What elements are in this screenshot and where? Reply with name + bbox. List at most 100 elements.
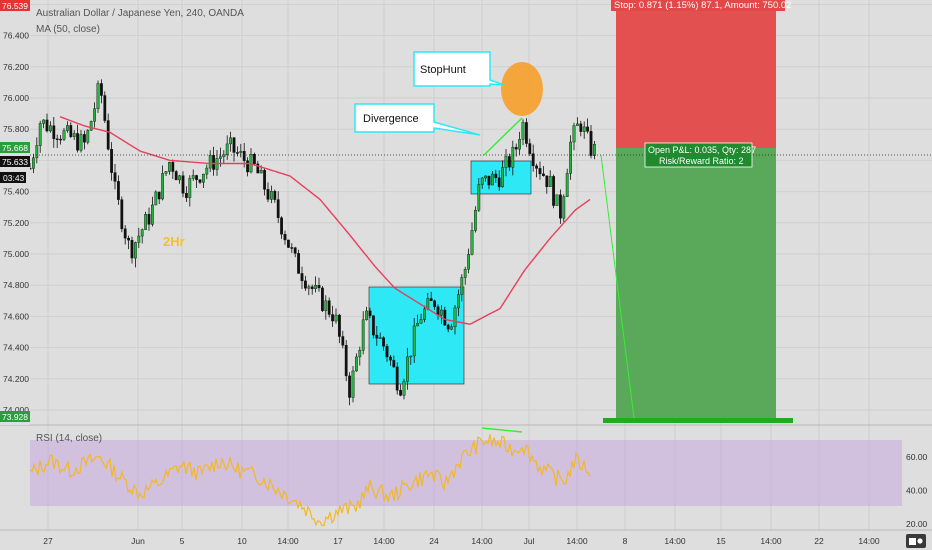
- candle: [205, 167, 209, 175]
- candle: [416, 323, 419, 327]
- time-tick-label: 14:00: [566, 536, 588, 546]
- candle: [293, 247, 297, 254]
- candle: [287, 239, 290, 248]
- candle: [446, 324, 450, 330]
- candle: [535, 165, 539, 169]
- price-tag-top: 76.539: [0, 0, 30, 11]
- stophunt-box[interactable]: [470, 160, 532, 195]
- candle: [266, 189, 270, 200]
- rsi-tick-label: 40.00: [906, 486, 928, 496]
- accumulation-box[interactable]: [368, 286, 465, 385]
- candle: [45, 119, 49, 132]
- rsi-axis-labels: 20.00 40.00 60.00: [906, 452, 928, 529]
- candle: [372, 315, 375, 336]
- candle: [79, 134, 83, 151]
- candle: [542, 173, 545, 176]
- candle: [130, 239, 134, 259]
- price-axis[interactable]: [0, 0, 30, 425]
- svg-text:76.539: 76.539: [2, 1, 28, 11]
- tradingview-logo-icon[interactable]: [906, 534, 926, 548]
- candle: [76, 133, 80, 151]
- candle: [470, 230, 474, 255]
- rsi-indicator-label: RSI (14, close): [36, 433, 102, 444]
- price-tick-label: 76.200: [3, 62, 29, 72]
- candle: [191, 175, 195, 179]
- price-tick-label: 75.800: [3, 124, 29, 134]
- candle: [201, 173, 205, 183]
- candle: [538, 168, 542, 175]
- stophunt-ellipse[interactable]: [501, 62, 543, 116]
- candle: [140, 229, 144, 237]
- candle: [474, 209, 477, 231]
- candle: [280, 217, 283, 235]
- candle: [49, 125, 52, 132]
- candle: [86, 130, 90, 143]
- divergence-callout[interactable]: Divergence: [354, 103, 481, 136]
- candle: [283, 234, 287, 241]
- candle: [82, 134, 86, 143]
- candle: [35, 145, 39, 159]
- candle: [290, 247, 294, 249]
- time-tick-label: 22: [814, 536, 824, 546]
- target-line[interactable]: [603, 418, 793, 423]
- candle: [181, 175, 185, 194]
- time-tick-label: 14:00: [760, 536, 782, 546]
- svg-text:03:43: 03:43: [3, 173, 25, 183]
- symbol-title: Australian Dollar / Japanese Yen, 240, O…: [36, 8, 244, 19]
- time-tick-label: Jul: [524, 536, 535, 546]
- candle: [297, 253, 300, 274]
- candle: [167, 162, 171, 172]
- candle: [429, 298, 433, 301]
- candle: [443, 309, 447, 326]
- candle: [171, 162, 175, 172]
- price-tick-label: 74.000: [3, 405, 29, 415]
- time-tick-label: 14:00: [373, 536, 395, 546]
- candle: [463, 269, 467, 278]
- time-tick-label: 24: [429, 536, 439, 546]
- time-tick-label: 14:00: [277, 536, 299, 546]
- candle: [314, 285, 317, 290]
- time-axis[interactable]: [0, 530, 932, 550]
- divergence-label: Divergence: [363, 113, 419, 125]
- stophunt-label: StopHunt: [420, 64, 466, 76]
- candle: [593, 143, 596, 156]
- candle: [433, 300, 436, 307]
- candle: [212, 154, 215, 170]
- price-tag-last: 75.633: [0, 156, 30, 167]
- candle: [157, 191, 161, 200]
- price-tag-bottom: 73.928: [0, 411, 30, 422]
- candle: [273, 191, 277, 200]
- candle: [144, 214, 147, 230]
- candle: [589, 131, 593, 156]
- candle: [198, 179, 202, 183]
- candle: [341, 336, 345, 346]
- candle: [559, 194, 562, 219]
- candle: [154, 191, 158, 206]
- candle: [123, 228, 127, 239]
- candle: [62, 130, 66, 140]
- candle: [69, 125, 73, 137]
- ma-line: [59, 116, 591, 325]
- candle: [310, 286, 314, 290]
- candle: [38, 123, 42, 146]
- candle: [195, 175, 198, 180]
- candle: [161, 173, 164, 200]
- candle: [582, 126, 586, 132]
- candle: [96, 83, 100, 109]
- candle: [103, 95, 107, 121]
- candle: [208, 154, 212, 169]
- candle: [477, 184, 481, 211]
- candle: [355, 356, 358, 372]
- time-tick-label: 8: [623, 536, 628, 546]
- take-profit-zone[interactable]: [616, 148, 776, 418]
- candle: [42, 119, 46, 124]
- stophunt-callout[interactable]: StopHunt: [413, 51, 505, 87]
- candle: [32, 157, 35, 169]
- candle: [552, 176, 556, 206]
- candle: [65, 125, 69, 131]
- countdown-tag: 03:43: [0, 172, 26, 183]
- stop-loss-zone[interactable]: [616, 0, 776, 148]
- candle: [246, 160, 249, 173]
- candle: [460, 277, 464, 295]
